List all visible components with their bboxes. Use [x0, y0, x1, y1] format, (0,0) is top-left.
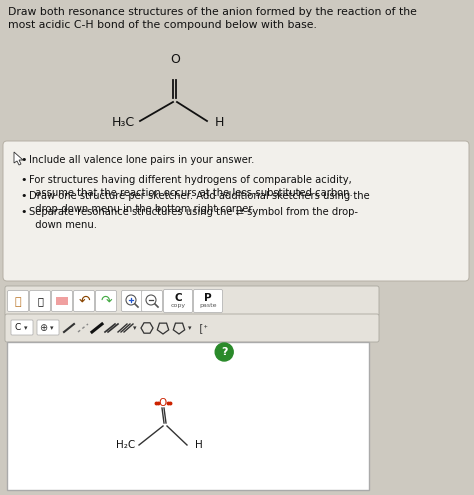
- FancyBboxPatch shape: [142, 291, 163, 311]
- Text: H₂C: H₂C: [116, 440, 135, 450]
- Circle shape: [126, 295, 136, 305]
- Text: H: H: [215, 115, 224, 129]
- Text: [⁺: [⁺: [198, 323, 210, 333]
- Bar: [56, 297, 68, 305]
- Text: C: C: [174, 293, 182, 303]
- FancyBboxPatch shape: [5, 286, 379, 316]
- FancyBboxPatch shape: [8, 291, 28, 311]
- FancyBboxPatch shape: [37, 320, 59, 335]
- FancyBboxPatch shape: [3, 141, 469, 281]
- FancyBboxPatch shape: [5, 314, 379, 342]
- Text: copy: copy: [171, 303, 185, 308]
- Text: For structures having different hydrogens of comparable acidity,
  assume that t: For structures having different hydrogen…: [29, 175, 353, 198]
- Text: H₃C: H₃C: [112, 115, 135, 129]
- Text: ▾: ▾: [188, 325, 192, 331]
- Text: ▾: ▾: [133, 325, 137, 331]
- Text: •: •: [20, 175, 27, 185]
- Text: •: •: [20, 155, 27, 165]
- Polygon shape: [14, 152, 23, 165]
- Text: H: H: [195, 440, 203, 450]
- FancyBboxPatch shape: [52, 291, 73, 311]
- Text: Draw both resonance structures of the anion formed by the reaction of the: Draw both resonance structures of the an…: [8, 7, 417, 17]
- Text: paste: paste: [199, 303, 217, 308]
- Text: ✋: ✋: [15, 297, 21, 307]
- Circle shape: [146, 295, 156, 305]
- FancyBboxPatch shape: [164, 290, 192, 312]
- Text: O: O: [170, 53, 180, 66]
- Text: •: •: [20, 207, 27, 217]
- Text: 🧪: 🧪: [37, 296, 43, 306]
- Text: ▾: ▾: [50, 325, 54, 331]
- Text: ↶: ↶: [78, 294, 90, 308]
- Text: ↷: ↷: [100, 294, 112, 308]
- Text: Include all valence lone pairs in your answer.: Include all valence lone pairs in your a…: [29, 155, 255, 165]
- FancyBboxPatch shape: [11, 320, 33, 335]
- FancyBboxPatch shape: [73, 291, 94, 311]
- Text: ⊕: ⊕: [39, 323, 47, 333]
- Text: C: C: [15, 324, 21, 333]
- Text: ?: ?: [221, 347, 228, 357]
- Text: ▾: ▾: [24, 325, 28, 331]
- Text: Separate resonance structures using the ⇄ symbol from the drop-
  down menu.: Separate resonance structures using the …: [29, 207, 358, 230]
- Text: P: P: [204, 293, 212, 303]
- FancyBboxPatch shape: [7, 342, 369, 490]
- Text: •: •: [20, 191, 27, 201]
- FancyBboxPatch shape: [121, 291, 143, 311]
- Circle shape: [215, 343, 233, 361]
- Text: most acidic C-H bond of the compound below with base.: most acidic C-H bond of the compound bel…: [8, 20, 317, 30]
- Text: Draw one structure per sketcher. Add additional sketchers using the
  drop-down : Draw one structure per sketcher. Add add…: [29, 191, 370, 214]
- FancyBboxPatch shape: [193, 290, 222, 312]
- FancyBboxPatch shape: [29, 291, 51, 311]
- Text: O: O: [159, 398, 167, 408]
- FancyBboxPatch shape: [95, 291, 117, 311]
